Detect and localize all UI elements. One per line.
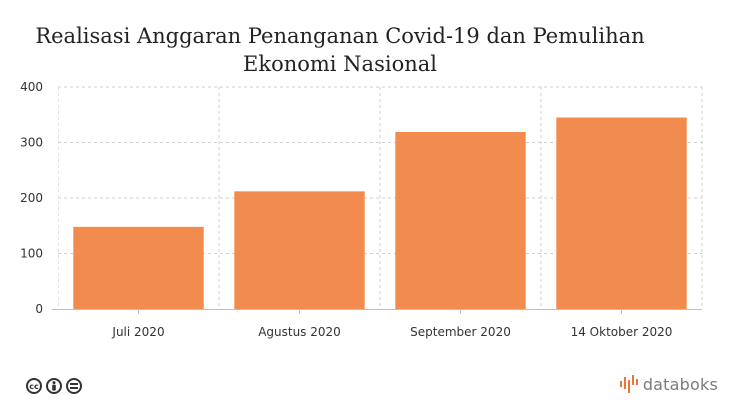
person-icon xyxy=(52,381,56,391)
y-tick-label: 100 xyxy=(20,247,43,261)
chart-title-line-2: Ekonomi Nasional xyxy=(243,52,437,76)
by-icon[interactable] xyxy=(46,378,62,394)
nd-icon[interactable] xyxy=(66,378,82,394)
y-tick-label: 200 xyxy=(20,191,43,205)
y-tick-label: 0 xyxy=(35,302,43,316)
tick-labels: 0 100 200 300 400 Juli 2020 Agustus 2020 Septem… xyxy=(20,80,672,339)
cc-icon[interactable]: cc xyxy=(26,378,42,394)
bar[interactable] xyxy=(73,226,204,309)
x-tick-label: Juli 2020 xyxy=(111,325,164,339)
axes xyxy=(52,87,702,314)
equals-icon xyxy=(70,383,78,389)
x-tick-label: 14 Oktober 2020 xyxy=(571,325,673,339)
bars xyxy=(73,117,687,310)
license-icons: cc xyxy=(26,376,82,396)
chart-title: Realisasi Anggaran Penanganan Covid-19 d… xyxy=(0,22,680,78)
chart-title-line-1: Realisasi Anggaran Penanganan Covid-19 d… xyxy=(35,24,645,48)
bar[interactable] xyxy=(395,131,526,309)
x-tick-label: Agustus 2020 xyxy=(258,325,341,339)
brand-name: databoks xyxy=(642,374,718,394)
bar[interactable] xyxy=(234,191,365,309)
bar[interactable] xyxy=(556,117,687,310)
y-tick-label: 300 xyxy=(20,136,43,150)
databoks-bars-icon xyxy=(619,375,638,393)
x-tick-label: September 2020 xyxy=(410,325,511,339)
y-tick-label: 400 xyxy=(20,80,43,94)
databoks-logo[interactable]: databoks xyxy=(619,373,718,395)
